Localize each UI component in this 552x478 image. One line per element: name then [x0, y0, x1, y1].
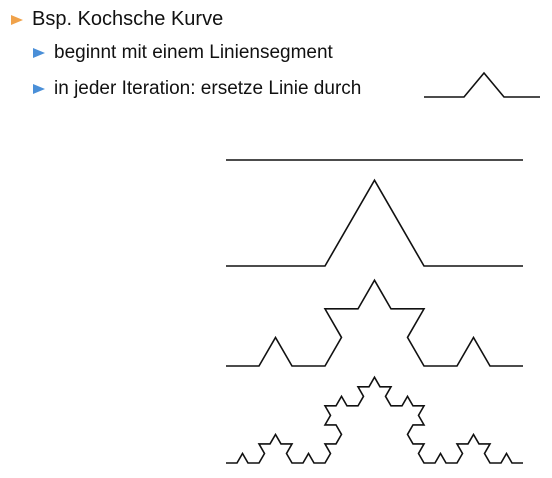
blue-triangle-bullet-icon — [32, 82, 46, 96]
bullet-sub-1-text: beginnt mit einem Liniensegment — [54, 42, 333, 63]
bullet-sub-2: in jeder Iteration: ersetze Linie durch — [32, 78, 361, 100]
orange-triangle-bullet-icon — [10, 13, 24, 27]
koch-curve-iteration-1 — [226, 178, 523, 267]
koch-curve-iteration-3 — [226, 375, 523, 464]
koch-generator-inline-shape — [424, 71, 540, 98]
bullet-main-text: Bsp. Kochsche Kurve — [32, 8, 224, 30]
blue-triangle-bullet-icon — [32, 46, 46, 60]
bullet-main: Bsp. Kochsche Kurve — [10, 8, 223, 31]
bullet-sub-1: beginnt mit einem Liniensegment — [32, 42, 333, 64]
bullet-sub-2-text: in jeder Iteration: ersetze Linie durch — [54, 78, 362, 99]
koch-curve-iteration-2 — [226, 278, 523, 367]
